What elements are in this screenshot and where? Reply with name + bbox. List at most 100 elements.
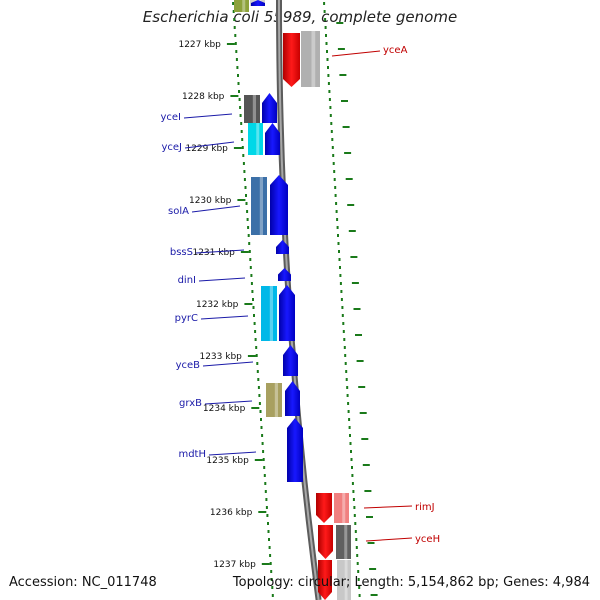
outer-minor-tick xyxy=(344,152,352,154)
inner-dot xyxy=(269,554,272,557)
inner-dot xyxy=(255,346,258,349)
inner-dot xyxy=(252,298,254,301)
inner-dot xyxy=(250,274,253,277)
inner-dot xyxy=(239,114,242,117)
inner-dot xyxy=(244,186,247,189)
outer-dot xyxy=(350,458,353,461)
outer-dot xyxy=(354,530,357,533)
gene-label-yceB: yceB xyxy=(176,360,201,371)
gene-label-solA: solA xyxy=(168,206,189,217)
outer-minor-tick xyxy=(342,126,350,128)
gene-arrow-solA xyxy=(270,175,288,235)
outer-dot xyxy=(335,202,338,205)
inner-dot xyxy=(238,98,241,101)
inner-dot xyxy=(257,386,260,389)
gene-label-bssS: bssS xyxy=(170,247,193,258)
outer-dot xyxy=(340,298,343,301)
inner-dot xyxy=(246,218,249,221)
outer-minor-tick xyxy=(337,48,345,50)
outer-dot xyxy=(325,34,327,37)
outer-dot xyxy=(328,90,331,93)
inner-dot xyxy=(245,194,247,197)
inner-dot xyxy=(267,530,270,533)
outer-dot xyxy=(328,98,331,101)
inner-dot xyxy=(248,242,251,245)
map-title: Escherichia coli 55989, complete genome xyxy=(142,8,458,26)
gene-arrow-bssS xyxy=(276,240,289,254)
kbp-tick-mark xyxy=(233,147,242,149)
inner-dot xyxy=(260,418,262,421)
outer-dot xyxy=(326,58,329,61)
outer-dot xyxy=(327,66,329,69)
outer-minor-tick xyxy=(353,308,361,310)
outer-minor-tick xyxy=(350,256,358,258)
outer-dot xyxy=(357,570,360,573)
inner-dot xyxy=(268,538,270,541)
kbp-tick-label: 1227 kbp xyxy=(178,40,221,50)
outer-dot xyxy=(345,378,348,381)
outer-dot xyxy=(355,538,358,541)
kbp-tick-label: 1231 kbp xyxy=(192,248,235,258)
inner-dot xyxy=(260,426,263,429)
outer-dot xyxy=(350,450,352,453)
inner-dot xyxy=(242,162,245,165)
inner-dot xyxy=(240,122,243,125)
outer-dot xyxy=(356,554,359,557)
outer-dot xyxy=(337,234,339,237)
gene-label-leader xyxy=(183,113,233,119)
inner-dot xyxy=(232,10,235,13)
outer-minor-tick xyxy=(339,74,347,76)
inner-dot xyxy=(265,506,268,509)
inner-dot xyxy=(268,546,271,549)
kbp-tick-mark xyxy=(237,199,246,201)
inner-dot xyxy=(259,410,262,413)
inner-dot xyxy=(271,594,274,597)
outer-dot xyxy=(352,490,355,493)
gene-arrow-mdtH xyxy=(287,418,303,482)
outer-dot xyxy=(344,362,347,365)
outer-minor-tick xyxy=(358,386,366,388)
gene-label-rimJ: rimJ xyxy=(415,502,435,513)
outer-minor-tick xyxy=(359,412,367,414)
kbp-tick-label: 1236 kbp xyxy=(210,508,253,518)
outer-dot xyxy=(323,10,326,13)
outer-minor-tick xyxy=(362,464,370,466)
outer-minor-tick xyxy=(364,490,372,492)
inner-dot xyxy=(237,82,240,85)
inner-dot xyxy=(251,290,254,293)
gene-label-mdtH: mdtH xyxy=(178,449,206,460)
gene-label-yceI: yceI xyxy=(160,112,181,123)
inner-dot xyxy=(258,402,261,405)
inner-dot xyxy=(241,138,244,141)
outer-dot xyxy=(333,178,336,181)
kbp-tick-mark xyxy=(261,563,270,565)
outer-minor-tick xyxy=(367,542,375,544)
outer-dot xyxy=(348,426,351,429)
gene-arrow-pyrC xyxy=(279,285,295,341)
outer-dot xyxy=(326,50,328,53)
outer-dot xyxy=(339,282,342,285)
outer-dot xyxy=(341,306,344,309)
outer-minor-tick xyxy=(369,568,377,570)
gene-label-leader xyxy=(198,277,246,282)
inner-dot xyxy=(261,442,264,445)
outer-dot xyxy=(331,138,334,141)
inner-dot xyxy=(240,130,243,133)
gene-arrow-unlabeled xyxy=(251,0,265,6)
inner-dot xyxy=(235,50,238,53)
inner-dot xyxy=(264,490,267,493)
inner-dot xyxy=(261,434,264,437)
outer-dot xyxy=(335,210,338,213)
kbp-tick-mark xyxy=(258,511,267,513)
kbp-tick-mark xyxy=(230,95,239,97)
inner-dot xyxy=(270,570,273,573)
gene-label-leader xyxy=(363,505,413,509)
inner-dot xyxy=(235,58,238,61)
outer-dot xyxy=(331,146,334,149)
inner-dot xyxy=(269,562,272,565)
kbp-ticks: 1227 kbp 1228 kbp 1229 kbp 1230 kbp 1231 kbp… xyxy=(178,40,270,570)
inner-dot xyxy=(254,338,257,341)
outer-dot xyxy=(351,474,354,477)
inner-dot xyxy=(249,258,252,261)
